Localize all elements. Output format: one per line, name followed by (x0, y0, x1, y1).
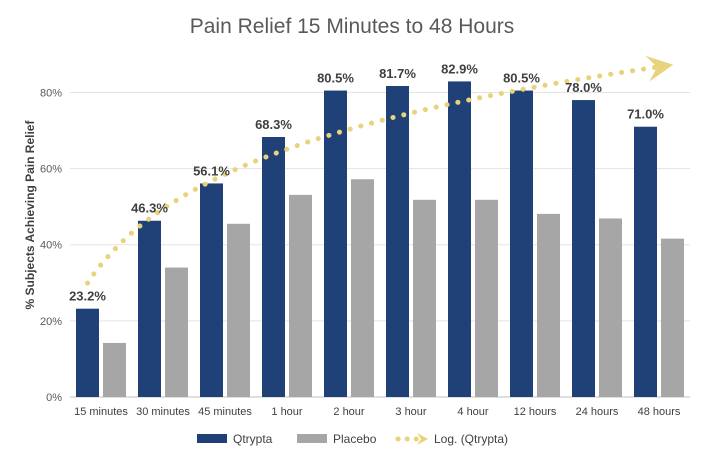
bars (76, 81, 684, 398)
bar-placebo (661, 238, 684, 397)
x-tick-label: 45 minutes (198, 406, 252, 418)
x-tick-label: 3 hour (395, 406, 427, 418)
y-tick-label: 40% (40, 240, 62, 252)
bar-placebo (289, 194, 312, 397)
x-tick-label: 15 minutes (74, 406, 128, 418)
bar-placebo (227, 223, 250, 397)
y-tick-label: 80% (40, 87, 62, 99)
data-label: 81.7% (379, 66, 416, 81)
data-label: 78.0% (565, 80, 602, 95)
y-tick-label: 0% (46, 392, 62, 404)
bar-placebo (351, 179, 374, 397)
bar-placebo (537, 213, 560, 397)
legend-label-trendline: Log. (Qtrypta) (434, 432, 508, 446)
legend-swatch-qtrypta (197, 434, 227, 443)
x-tick-label: 12 hours (514, 406, 557, 418)
bar-qtrypta (76, 308, 99, 397)
bar-placebo (165, 267, 188, 397)
bar-qtrypta (262, 136, 285, 397)
bar-placebo (475, 199, 498, 397)
bar-qtrypta (510, 90, 533, 397)
x-tick-label: 4 hour (457, 406, 489, 418)
bar-qtrypta (324, 90, 347, 397)
data-labels: 23.2% 46.3% 56.1% 68.3% 80.5% 81.7% 82.9% 80.5%… (69, 61, 664, 303)
x-tick-label: 48 hours (638, 406, 681, 418)
bar-placebo (413, 199, 436, 397)
legend-label-qtrypta: Qtrypta (233, 432, 273, 446)
trendline-arrowhead (645, 55, 674, 82)
y-tick-label: 60% (40, 164, 62, 176)
y-axis-label: % Subjects Achieving Pain Relief (23, 120, 37, 310)
legend-swatch-placebo (297, 434, 327, 443)
data-label: 68.3% (255, 117, 292, 132)
bar-placebo (103, 342, 126, 397)
y-tick-label: 20% (40, 316, 62, 328)
x-tick-label: 24 hours (576, 406, 619, 418)
x-tick-label: 2 hour (333, 406, 365, 418)
chart-title: Pain Relief 15 Minutes to 48 Hours (190, 15, 515, 38)
bar-placebo (599, 218, 622, 397)
bar-qtrypta (386, 85, 409, 397)
bar-qtrypta (200, 183, 223, 397)
legend-swatch-trendline-arrow (417, 433, 428, 445)
bar-qtrypta (138, 220, 161, 397)
data-label: 46.3% (131, 201, 168, 216)
trendline-qtrypta (85, 63, 670, 286)
data-label: 82.9% (441, 61, 478, 76)
data-label: 23.2% (69, 289, 106, 304)
bar-qtrypta (634, 126, 657, 397)
data-label: 80.5% (317, 71, 354, 86)
x-tick-label: 1 hour (271, 406, 303, 418)
trendline (85, 55, 674, 286)
legend-label-placebo: Placebo (333, 432, 377, 446)
x-tick-labels: 15 minutes 30 minutes 45 minutes 1 hour 2 ho… (74, 406, 681, 418)
data-label: 80.5% (503, 71, 540, 86)
data-label: 71.0% (627, 107, 664, 122)
x-tick-label: 30 minutes (136, 406, 190, 418)
bar-qtrypta (448, 81, 471, 398)
y-tick-labels: 0% 20% 40% 60% 80% (40, 87, 62, 404)
data-label: 56.1% (193, 163, 230, 178)
legend: Qtrypta Placebo Log. (Qtrypta) (197, 432, 508, 446)
bar-qtrypta (572, 100, 595, 398)
